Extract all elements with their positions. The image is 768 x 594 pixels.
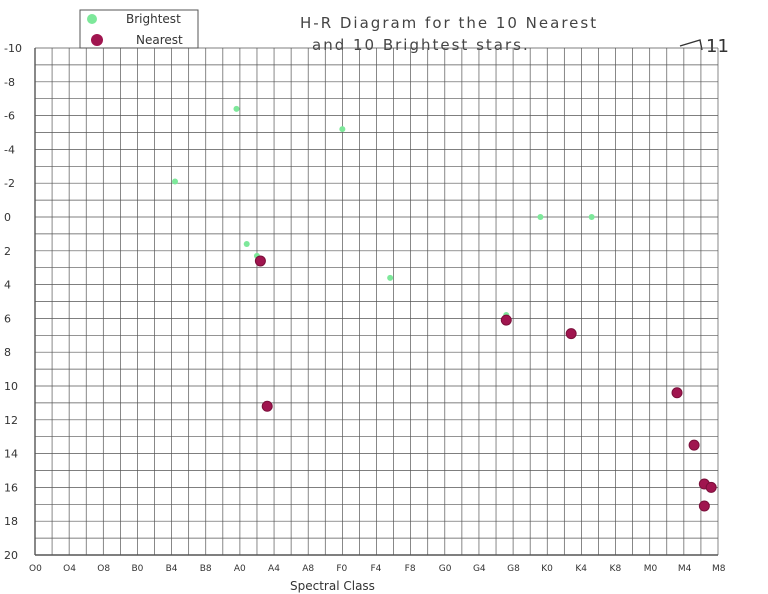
y-tick-label: -6 — [4, 110, 15, 123]
x-tick-label: F0 — [336, 564, 347, 574]
x-tick-label: A4 — [268, 564, 280, 574]
nearest-star-point — [688, 439, 700, 451]
x-axis-label: Spectral Class — [290, 579, 375, 593]
x-tick-label: A0 — [234, 564, 246, 574]
x-tick-label: B0 — [131, 564, 143, 574]
x-axis-ticks: O0 O4 O8 B0 B4 B8 A0 A4 A8 F0 F4 F8 G0 G4 G8 K0 K4 K8 M0 M4… — [29, 564, 726, 574]
x-tick-label: M8 — [712, 564, 726, 574]
brightest-star-point — [243, 241, 250, 248]
y-tick-label: 18 — [4, 515, 18, 528]
x-tick-label: O4 — [63, 564, 76, 574]
chart-title-line1: H-R Diagram for the 10 Nearest — [300, 14, 598, 32]
brightest-star-point — [387, 274, 394, 281]
nearest-star-point — [261, 400, 273, 412]
legend-brightest-label: Brightest — [126, 12, 181, 26]
chart-title-line2: and 10 Brightest stars. — [312, 36, 530, 54]
y-tick-label: 14 — [4, 448, 18, 461]
x-tick-label: F4 — [371, 564, 382, 574]
nearest-star-point — [500, 314, 512, 326]
x-tick-label: K0 — [541, 564, 553, 574]
x-tick-label: A8 — [302, 564, 314, 574]
x-tick-label: G0 — [439, 564, 452, 574]
legend-nearest-marker — [91, 34, 103, 46]
y-tick-label: -8 — [4, 76, 15, 89]
page-number: 11 — [706, 36, 729, 57]
chart-grid — [34, 47, 719, 556]
x-tick-label: G8 — [507, 564, 520, 574]
legend: Brightest Nearest — [79, 9, 199, 49]
y-tick-label: 0 — [4, 211, 11, 224]
y-tick-label: 8 — [4, 346, 11, 359]
nearest-star-point — [254, 255, 266, 267]
nearest-star-point — [705, 481, 717, 493]
x-tick-label: M0 — [644, 564, 658, 574]
x-tick-label: B8 — [200, 564, 212, 574]
y-tick-label: 20 — [4, 549, 18, 562]
y-tick-label: 6 — [4, 312, 11, 325]
x-tick-label: K8 — [610, 564, 622, 574]
y-tick-label: 10 — [4, 380, 18, 393]
nearest-star-point — [698, 500, 710, 512]
y-tick-label: 16 — [4, 481, 18, 494]
nearest-star-point — [671, 387, 683, 399]
y-tick-label: 12 — [4, 414, 18, 427]
nearest-star-point — [565, 328, 577, 340]
y-tick-label: 2 — [4, 245, 11, 258]
brightest-star-point — [172, 178, 179, 185]
y-tick-label: -2 — [4, 177, 15, 190]
y-tick-label: -10 — [4, 42, 22, 55]
x-tick-label: M4 — [678, 564, 692, 574]
x-tick-label: F8 — [405, 564, 416, 574]
x-tick-label: O8 — [97, 564, 110, 574]
x-tick-label: O0 — [29, 564, 42, 574]
brightest-star-point — [537, 214, 544, 220]
x-tick-label: B4 — [166, 564, 178, 574]
y-axis-ticks: -10 -8 -6 -4 -2 0 2 4 6 8 10 12 14 16 18 20 — [4, 42, 22, 562]
y-tick-label: 4 — [4, 279, 11, 292]
arrow-icon — [679, 39, 703, 51]
legend-brightest-marker — [87, 14, 97, 24]
y-tick-label: -4 — [4, 143, 15, 156]
brightest-star-point — [588, 214, 595, 220]
data-points — [172, 105, 717, 512]
legend-nearest-label: Nearest — [136, 33, 183, 47]
brightest-star-point — [339, 126, 346, 133]
brightest-star-point — [233, 105, 240, 112]
x-tick-label: G4 — [473, 564, 486, 574]
x-tick-label: K4 — [575, 564, 587, 574]
